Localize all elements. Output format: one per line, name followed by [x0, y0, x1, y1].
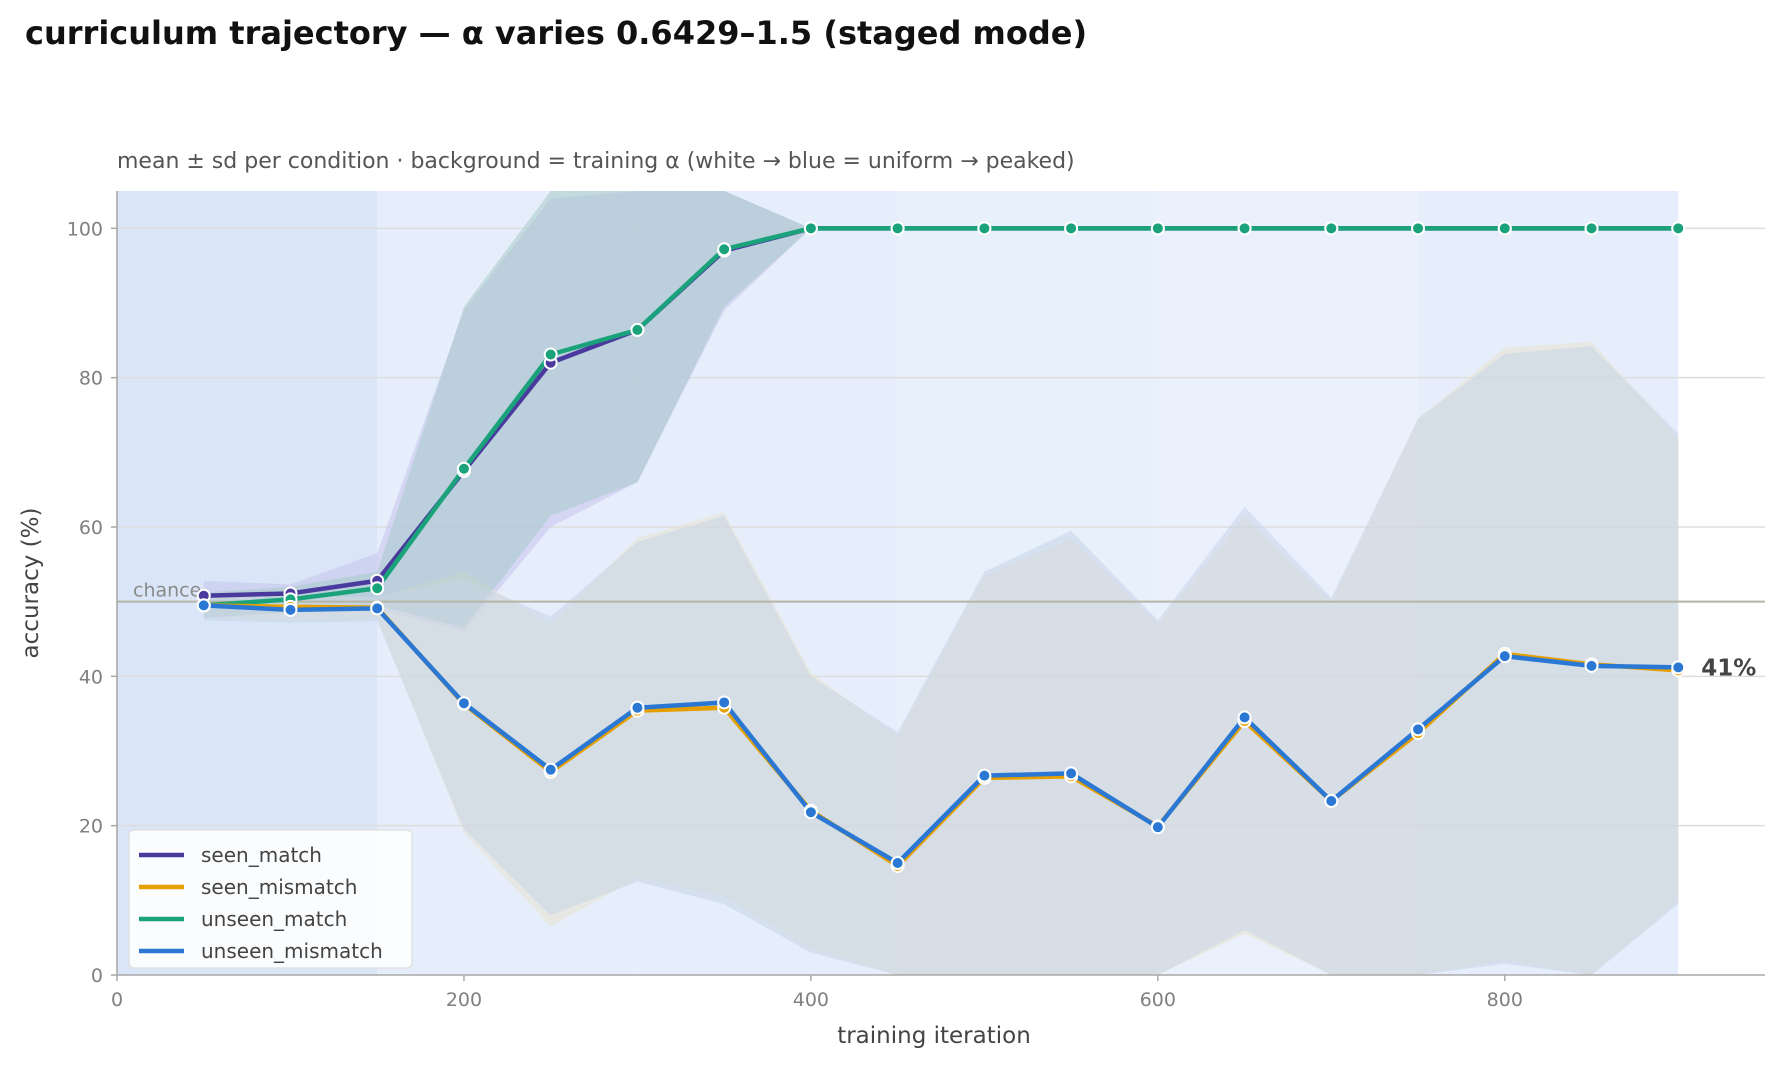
y-tick-label: 0 — [91, 965, 103, 987]
point-unseen_match — [1150, 221, 1165, 236]
point-unseen_match — [543, 347, 558, 362]
series-lines — [201, 226, 1681, 869]
legend-label-unseen_match: unseen_match — [201, 907, 347, 931]
point-unseen_mismatch — [543, 762, 558, 777]
legend-label-seen_mismatch: seen_mismatch — [201, 875, 357, 899]
sd-shaded-bands — [203, 191, 1679, 976]
point-unseen_match — [803, 221, 818, 236]
y-tick-label: 60 — [79, 517, 103, 539]
point-unseen_mismatch — [1064, 766, 1079, 781]
point-unseen_mismatch — [1411, 722, 1426, 737]
y-tick-label: 40 — [79, 666, 103, 688]
point-unseen_mismatch — [1150, 820, 1165, 835]
point-unseen_mismatch — [977, 768, 992, 783]
series-points — [196, 221, 1686, 873]
x-tick-label: 600 — [1140, 989, 1176, 1011]
point-unseen_match — [370, 581, 385, 596]
end-annotation: 41% — [1701, 655, 1756, 681]
y-axis-label: accuracy (%) — [18, 508, 44, 659]
legend-label-seen_match: seen_match — [201, 843, 322, 867]
line-unseen_mismatch — [201, 603, 1681, 866]
legend: seen_match seen_mismatch unseen_matchunsee… — [128, 829, 413, 969]
y-tick-label: 100 — [67, 218, 103, 240]
point-unseen_match — [456, 461, 471, 476]
point-unseen_mismatch — [456, 696, 471, 711]
x-axis-label: training iteration — [837, 1023, 1031, 1049]
point-unseen_mismatch — [1584, 658, 1599, 673]
point-unseen_match — [1671, 221, 1686, 236]
x-tick-label: 400 — [793, 989, 829, 1011]
point-unseen_match — [717, 242, 732, 257]
point-unseen_mismatch — [1671, 660, 1686, 675]
point-unseen_mismatch — [717, 695, 732, 710]
tick-labels: 0 200 400 600 800 0 20 40 60 80 100 — [67, 218, 1523, 1011]
point-unseen_mismatch — [1324, 794, 1339, 809]
point-unseen_mismatch — [1237, 710, 1252, 725]
line-unseen_match — [201, 226, 1681, 608]
point-unseen_match — [977, 221, 992, 236]
y-tick-label: 20 — [79, 816, 103, 838]
point-unseen_match — [1324, 221, 1339, 236]
point-unseen_match — [1497, 221, 1512, 236]
point-unseen_mismatch — [630, 700, 645, 715]
point-unseen_match — [1237, 221, 1252, 236]
chance-label: chance — [133, 580, 201, 602]
legend-label-unseen_mismatch: unseen_mismatch — [201, 939, 383, 963]
point-unseen_match — [1584, 221, 1599, 236]
point-unseen_mismatch — [196, 598, 211, 613]
point-unseen_match — [1064, 221, 1079, 236]
point-unseen_mismatch — [1497, 649, 1512, 664]
x-tick-label: 0 — [111, 989, 123, 1011]
x-tick-label: 200 — [446, 989, 482, 1011]
x-tick-label: 800 — [1487, 989, 1523, 1011]
point-unseen_match — [630, 322, 645, 337]
point-unseen_mismatch — [370, 601, 385, 616]
sd-band-unseen_match — [203, 191, 1679, 628]
legend-box — [128, 829, 413, 969]
point-unseen_mismatch — [890, 856, 905, 870]
chance-line-group: chance — [117, 580, 1765, 603]
y-tick-label: 80 — [79, 368, 103, 390]
axes — [111, 191, 1765, 981]
sd-band-unseen_mismatch — [203, 346, 1679, 976]
point-unseen_match — [890, 221, 905, 236]
chart-subtitle: mean ± sd per condition · background = t… — [117, 149, 1075, 174]
point-unseen_mismatch — [803, 805, 818, 820]
point-unseen_match — [1411, 221, 1426, 236]
chart-title: curriculum trajectory — α varies 0.6429–… — [25, 14, 1088, 52]
point-unseen_mismatch — [283, 602, 298, 617]
